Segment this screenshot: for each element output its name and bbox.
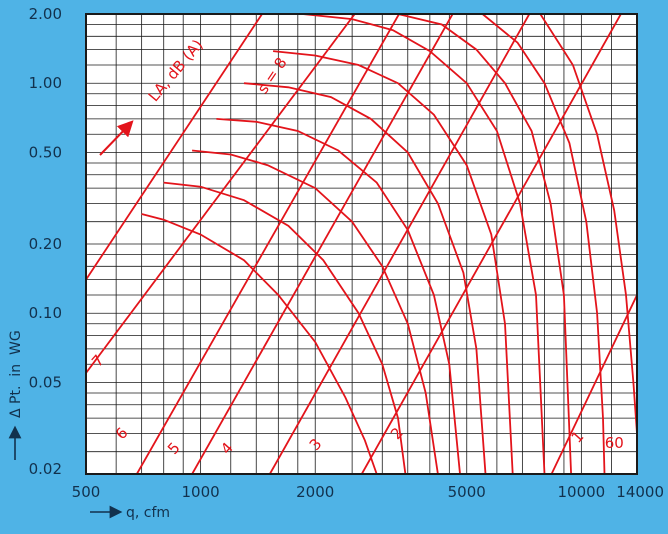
tick-labels: 2.00 1.00 0.50 0.20 0.10 0.05 0.02 500 1000 2000 5… [29,5,664,501]
y-axis-label: Δ Pt. in WG [8,330,24,418]
chart-annotation: 60 [605,434,624,452]
system-line-4 [191,14,454,474]
system-line-3 [269,14,531,474]
x-tick-label: 1000 [182,483,220,501]
y-tick-label: 0.02 [29,460,62,478]
y-tick-label: 0.50 [29,143,62,161]
x-tick-label: 5000 [448,483,486,501]
system-line-2 [360,14,622,474]
curves-layer [86,14,637,474]
x-axis-label: q, cfm [126,505,170,521]
fan-curve [397,14,572,474]
fan-curve [243,82,487,474]
fan-curve [273,50,514,474]
x-tick-label: 2000 [296,483,334,501]
fan-curve [481,14,606,474]
y-tick-label: 1.00 [29,74,62,92]
fan-curve [141,213,378,474]
plot-frame [85,13,638,475]
system-line-5 [136,14,400,474]
system-line-7 [86,14,263,281]
y-tick-label: 2.00 [29,5,62,23]
fan-curve [216,118,461,474]
y-tick-label: 0.05 [29,373,62,391]
fan-curve [539,14,637,434]
x-tick-label: 500 [72,483,101,501]
la-arrow [99,120,134,156]
fan-curve [302,14,546,474]
fan-curve [163,181,407,474]
y-tick-label: 0.10 [29,304,62,322]
system-line-1 [550,294,637,474]
x-tick-label: 14000 [616,483,664,501]
y-tick-label: 0.20 [29,235,62,253]
fan-curve [192,149,439,474]
x-tick-label: 10000 [558,483,606,501]
